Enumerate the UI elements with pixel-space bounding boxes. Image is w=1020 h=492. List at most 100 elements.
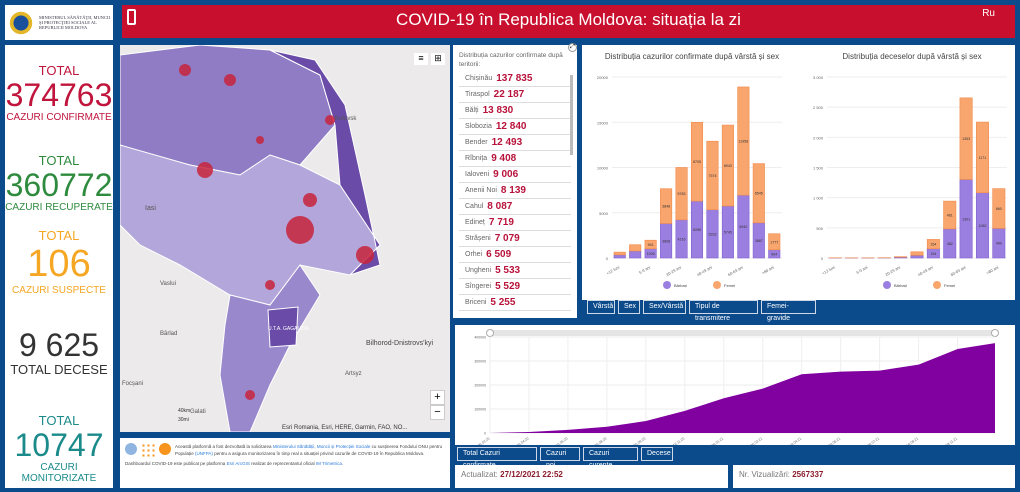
ministry-link[interactable]: Ministerului Sănătății, Muncii și Protec… (272, 444, 371, 449)
legend-marker[interactable] (713, 281, 721, 289)
bar-femei[interactable] (926, 239, 940, 250)
bar-femei[interactable] (644, 239, 657, 250)
bar-femei[interactable] (768, 233, 781, 251)
expand-icon[interactable]: ⤢ (568, 43, 577, 52)
bar-femei[interactable] (752, 163, 765, 224)
legend-marker[interactable] (663, 281, 671, 289)
moldova-region-south[interactable] (219, 264, 321, 432)
legend-label: Bărbați (674, 283, 687, 288)
tab-cazuri-noi[interactable]: Cazuri noi (540, 447, 580, 469)
bar-femei[interactable] (721, 124, 734, 207)
bar-data-label: 660 (996, 207, 1002, 211)
bar-femei[interactable] (910, 251, 924, 256)
tab-sex[interactable]: Sex (618, 300, 640, 314)
map-label: Artsyz (345, 371, 362, 377)
territory-item[interactable]: Bălți 13 830 (459, 103, 571, 119)
bar-femei[interactable] (975, 121, 989, 194)
bar-barbati[interactable] (629, 250, 642, 259)
case-bubble[interactable] (286, 216, 314, 244)
case-bubble[interactable] (356, 246, 374, 264)
trimetrica-link[interactable]: IM Trimetrica (315, 461, 342, 466)
bar-femei[interactable] (943, 200, 957, 230)
bar-femei[interactable] (613, 251, 626, 256)
unfpa-link[interactable]: (UNFPA) (195, 451, 213, 456)
range-slider-handle-left[interactable] (486, 329, 494, 337)
tab-vârstă[interactable]: Vârstă (587, 300, 615, 314)
range-slider-handle-right[interactable] (991, 329, 999, 337)
map[interactable]: Iasi Kotovsk Vaslui Bârlad Bilhorod-Dnis… (120, 45, 450, 432)
y-tick-label: 5000 (599, 211, 609, 216)
mobile-phone-icon[interactable] (127, 9, 136, 25)
territory-item[interactable]: Orhei 6 509 (459, 247, 571, 263)
bar-femei[interactable] (660, 188, 673, 224)
bar-femei[interactable] (629, 244, 642, 252)
x-tick-label: 5-9 ani (855, 264, 868, 275)
tab-decese[interactable]: Decese (641, 447, 673, 461)
territory-item[interactable]: Slobozia 12 840 (459, 119, 571, 135)
territory-list[interactable]: Distribuția cazurilor confirmate după te… (453, 45, 577, 318)
territory-name: Ialoveni (465, 171, 490, 178)
territory-item[interactable]: Briceni 5 255 (459, 295, 571, 311)
bar-femei[interactable] (675, 167, 688, 221)
range-slider-track[interactable] (490, 330, 995, 336)
views-value: 2567337 (792, 470, 824, 479)
bar-barbati[interactable] (613, 254, 626, 259)
esri-link[interactable]: Esri ArcGIS (226, 461, 250, 466)
bar-femei[interactable] (690, 122, 704, 202)
zoom-in-button[interactable]: + (430, 390, 445, 405)
territory-item[interactable]: Rîbnița 9 408 (459, 151, 571, 167)
tab-sex-vârstă[interactable]: Sex/Vârstă (643, 300, 686, 314)
bar-barbati[interactable] (910, 254, 924, 259)
territory-item[interactable]: Cahul 8 087 (459, 199, 571, 215)
territory-item[interactable]: Ungheni 5 533 (459, 263, 571, 279)
territory-item[interactable]: Bender 12 493 (459, 135, 571, 151)
legend-marker[interactable] (883, 281, 891, 289)
bar-femei[interactable] (706, 140, 719, 211)
cumulative-cases-area[interactable] (490, 343, 995, 433)
stat-2: TOTAL 106 CAZURI SUSPECTE (5, 228, 113, 296)
territory-value: 137 835 (496, 73, 533, 84)
bar-data-label: 490 (996, 242, 1002, 246)
case-bubble[interactable] (325, 115, 335, 125)
territory-value: 7 719 (488, 217, 514, 228)
case-bubble[interactable] (265, 280, 275, 290)
case-bubble[interactable] (197, 162, 213, 178)
x-tick-label: 06.08.20 (594, 437, 607, 445)
case-bubble[interactable] (224, 74, 236, 86)
legend-list-icon[interactable]: ≡ (414, 53, 428, 65)
map-canvas[interactable]: Iasi Kotovsk Vaslui Bârlad Bilhorod-Dnis… (120, 45, 450, 432)
case-bubble[interactable] (245, 390, 255, 400)
territory-item[interactable]: Sîngerei 5 529 (459, 279, 571, 295)
bar-data-label: 461 (947, 214, 953, 218)
tab-total-cazuri-confirmate[interactable]: Total Cazuri confirmate (457, 447, 537, 469)
language-ru-link[interactable]: Ru (982, 8, 995, 19)
case-bubble[interactable] (256, 136, 264, 144)
territory-item[interactable]: Strășeni 7 079 (459, 231, 571, 247)
unfpa-logo-icon (159, 443, 171, 455)
tab-cazuri-curente[interactable]: Cazuri curente (583, 447, 638, 469)
x-tick-label: <12 luni (821, 264, 836, 275)
age-sex-charts: Distribuția cazurilor confirmate după vâ… (597, 52, 1007, 289)
tab-femei-gravide[interactable]: Femei-gravide (761, 300, 816, 322)
scrollbar[interactable] (570, 75, 573, 155)
basemap-grid-icon[interactable]: ⊞ (431, 53, 445, 65)
bar-data-label: 6285 (693, 228, 701, 232)
transnistria-region[interactable] (269, 49, 381, 276)
gagauzia-region[interactable] (267, 306, 299, 348)
x-tick-label: 06.03.20 (477, 437, 490, 445)
tab-tipul-de-transmitere[interactable]: Tipul de transmitere (689, 300, 758, 322)
case-bubble[interactable] (303, 193, 317, 207)
case-bubble[interactable] (179, 64, 191, 76)
territory-item[interactable]: Ialoveni 9 006 (459, 167, 571, 183)
x-tick-label: 16.11.20 (672, 437, 685, 445)
bar-femei[interactable] (737, 86, 750, 196)
territory-item[interactable]: Edineț 7 719 (459, 215, 571, 231)
ministry-name: MINISTERUL SĂNĂTĂŢII, MUNCII ŞI PROTECŢI… (39, 15, 110, 30)
territory-item[interactable]: Chișinău 137 835 (459, 71, 571, 87)
territory-item[interactable]: Tiraspol 22 187 (459, 87, 571, 103)
bar-femei[interactable] (992, 188, 1006, 229)
zoom-out-button[interactable]: − (430, 405, 445, 420)
territory-item[interactable]: Anenii Noi 8 139 (459, 183, 571, 199)
legend-marker[interactable] (933, 281, 941, 289)
bar-femei[interactable] (959, 97, 973, 180)
